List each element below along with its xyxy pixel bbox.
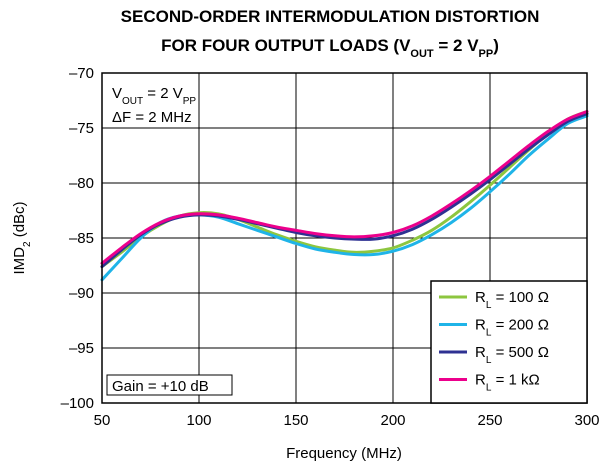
chart-title-line1: SECOND-ORDER INTERMODULATION DISTORTION xyxy=(121,7,540,26)
annotation-vout-mid: = 2 V xyxy=(143,85,183,102)
y-tick-label: –100 xyxy=(61,395,94,412)
y-axis-label-sub: 2 xyxy=(22,241,33,247)
x-tick-label: 300 xyxy=(574,412,599,429)
y-tick-label: –70 xyxy=(69,65,94,82)
annotation-vout-sub1: OUT xyxy=(122,96,143,107)
title-line2-mid: = 2 V xyxy=(434,36,480,55)
x-tick-label: 200 xyxy=(380,412,405,429)
gain-annotation-text: Gain = +10 dB xyxy=(112,378,209,395)
x-tick-label: 250 xyxy=(477,412,502,429)
y-tick-label: –75 xyxy=(69,120,94,137)
plot-frame xyxy=(101,72,588,404)
title-line2-sub1: OUT xyxy=(410,48,434,60)
chart-title-line2: FOR FOUR OUTPUT LOADS (VOUT = 2 VPP) xyxy=(161,36,499,60)
y-axis-label: IMD2 (dBc) xyxy=(11,201,33,274)
x-tick-label: 100 xyxy=(186,412,211,429)
y-tick-label: –85 xyxy=(69,230,94,247)
y-tick-label: –90 xyxy=(69,285,94,302)
series-lines xyxy=(100,110,589,282)
title-line2-suffix: ) xyxy=(493,36,499,55)
series-line-2 xyxy=(100,114,589,282)
legend: RL = 100 Ω RL = 200 Ω RL = 500 Ω RL = 1 kΩ xyxy=(430,280,588,404)
annotation-vout: VOUT = 2 VPP xyxy=(112,85,196,107)
annotation-vout-prefix: V xyxy=(112,85,122,102)
series-line-3 xyxy=(100,112,589,269)
legend-label-4: RL = 1 kΩ xyxy=(475,372,540,394)
legend-label-2: RL = 200 Ω xyxy=(475,317,549,339)
title-line2-sub2: PP xyxy=(479,48,494,60)
legend-label-3: RL = 500 Ω xyxy=(475,344,549,366)
gain-annotation-box xyxy=(106,374,233,396)
chart-title: SECOND-ORDER INTERMODULATION DISTORTION … xyxy=(121,7,540,60)
x-tick-label: 150 xyxy=(283,412,308,429)
gain-annotation: Gain = +10 dB xyxy=(106,374,233,396)
x-tick-label: 50 xyxy=(94,412,111,429)
annotation-delta-f: ΔF = 2 MHz xyxy=(112,109,192,126)
x-axis-label: Frequency (MHz) xyxy=(286,445,402,462)
y-axis-label-suffix: (dBc) xyxy=(11,201,28,241)
series-line-4 xyxy=(100,110,589,265)
y-axis-label-prefix: IMD xyxy=(11,247,28,275)
y-tick-label: –80 xyxy=(69,175,94,192)
title-line2-prefix: FOR FOUR OUTPUT LOADS (V xyxy=(161,36,411,55)
y-tick-label: –95 xyxy=(69,340,94,357)
annotation-vout-sub2: PP xyxy=(183,96,197,107)
x-tick-labels: 50 100 150 200 250 300 xyxy=(94,412,600,429)
legend-label-1: RL = 100 Ω xyxy=(475,289,549,311)
y-tick-labels: –70 –75 –80 –85 –90 –95 –100 xyxy=(61,65,94,412)
series-line-1 xyxy=(100,110,589,269)
legend-box xyxy=(430,280,588,404)
